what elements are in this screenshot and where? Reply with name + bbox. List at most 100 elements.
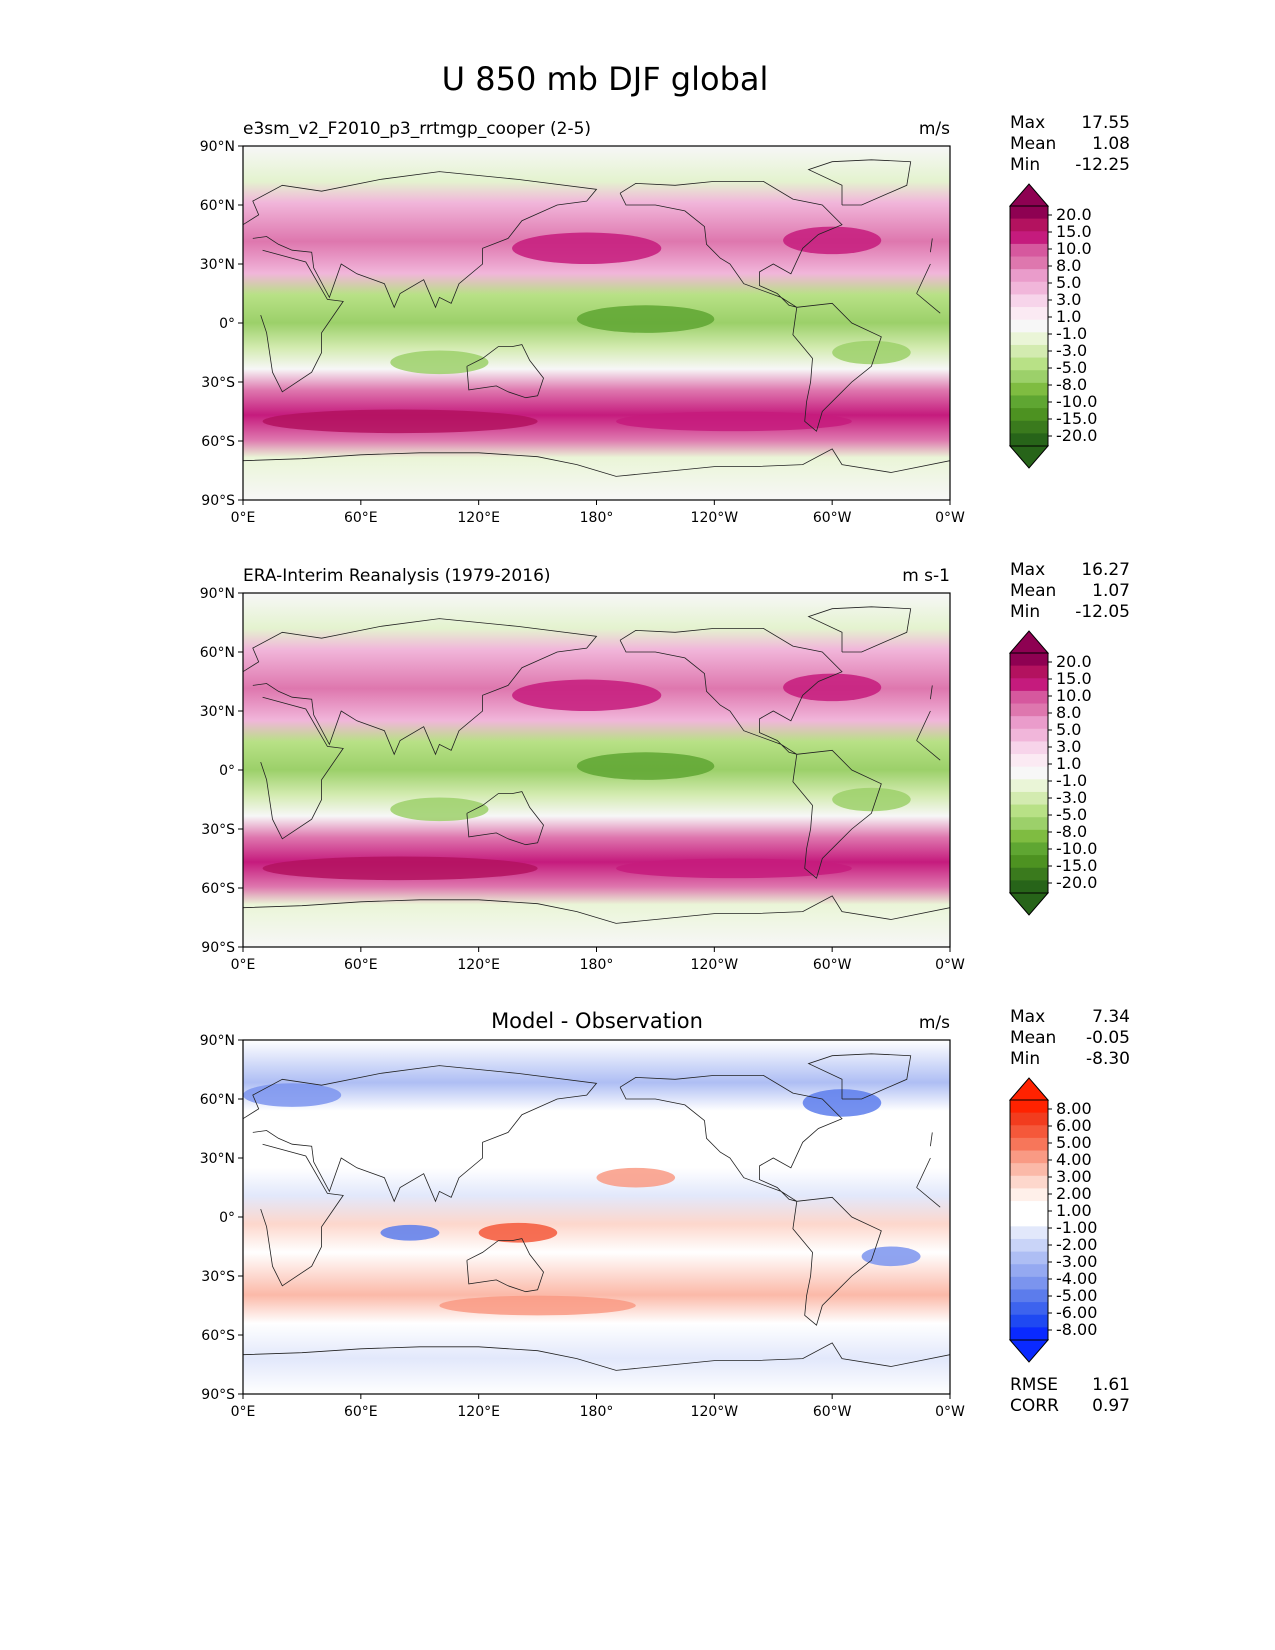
map-features <box>243 606 950 924</box>
colorbar-label: -20.0 <box>1056 426 1097 445</box>
colorbar-bin <box>1010 1276 1048 1290</box>
colorbar-bin <box>1010 653 1048 667</box>
colorbar-bin <box>1010 1163 1048 1177</box>
colorbar-bin <box>1010 206 1048 220</box>
colorbar-bin <box>1010 842 1048 856</box>
lon-tick-label: 0°E <box>231 510 256 526</box>
colorbar-label: -20.0 <box>1056 873 1097 892</box>
colorbar-label: -1.0 <box>1056 771 1087 790</box>
stat-value-mean: 1.08 <box>1092 134 1130 154</box>
colorbar-bin <box>1010 855 1048 869</box>
colorbar-bin <box>1010 256 1048 270</box>
colorbar-bin <box>1010 319 1048 333</box>
colorbar-bin <box>1010 1201 1048 1215</box>
field-anomaly-region <box>616 858 852 879</box>
lat-tick-label: 60°S <box>201 434 235 450</box>
panel-units: m/s <box>919 119 950 139</box>
colorbar-label: -3.0 <box>1056 341 1087 360</box>
coastline <box>792 749 882 879</box>
stat-label-mean: Mean <box>1010 1028 1056 1048</box>
field-anomaly-region <box>390 350 489 375</box>
colorbar-bin <box>1010 1175 1048 1189</box>
colorbar-label: -8.0 <box>1056 822 1087 841</box>
colorbar-bin <box>1010 1100 1048 1114</box>
coastline <box>260 696 941 840</box>
colorbar-bin <box>1010 665 1048 679</box>
lon-tick-label: 60°W <box>813 1404 852 1420</box>
colorbar-label: -8.0 <box>1056 375 1087 394</box>
colorbar-bin <box>1010 1137 1048 1152</box>
colorbar-frame <box>1009 652 1049 894</box>
field-anomaly-region <box>576 305 715 333</box>
colorbar-bin <box>1010 703 1048 717</box>
lat-tick-label: 90°N <box>200 139 235 155</box>
colorbar-bin <box>1010 1238 1048 1253</box>
lon-tick-label: 120°W <box>691 510 739 526</box>
colorbar-label: 2.00 <box>1056 1184 1092 1203</box>
field-anomaly-region <box>596 1167 676 1188</box>
colorbar-bin <box>1010 791 1048 806</box>
field-anomaly-region <box>262 409 538 434</box>
lon-tick-label: 60°E <box>344 957 378 973</box>
lat-tick-label: 0° <box>219 1210 235 1226</box>
coastline <box>466 791 544 846</box>
field-anomaly-region <box>832 787 911 812</box>
colorbar-bin <box>1010 408 1048 422</box>
lat-tick-label: 0° <box>219 763 235 779</box>
lat-tick-label: 90°S <box>201 940 235 956</box>
coastline <box>243 1342 950 1371</box>
coastline <box>792 1196 882 1326</box>
coastline <box>792 302 882 432</box>
lon-tick-label: 60°W <box>813 510 852 526</box>
colorbar-label: 1.0 <box>1056 754 1081 773</box>
field-anomaly-region <box>512 232 662 264</box>
colorbar-label: -15.0 <box>1056 409 1097 428</box>
stat-value-min: -12.25 <box>1075 155 1130 175</box>
map-features <box>243 159 950 477</box>
coastline <box>243 895 950 924</box>
colorbar-bin <box>1010 420 1048 434</box>
coastline <box>807 159 912 206</box>
coastline <box>243 448 950 477</box>
colorbar-extend-min <box>1008 1339 1050 1363</box>
colorbar-label: 6.00 <box>1056 1116 1092 1135</box>
colorbar-bin <box>1010 754 1048 768</box>
colorbar-label: 5.0 <box>1056 720 1081 739</box>
colorbar-bin <box>1010 231 1048 245</box>
colorbar-frame <box>1009 1099 1049 1341</box>
colorbar-extend-max <box>1008 183 1050 207</box>
lon-tick-label: 120°W <box>691 957 739 973</box>
colorbar-label: 1.0 <box>1056 307 1081 326</box>
colorbar-bin <box>1010 294 1048 308</box>
colorbar-label: -5.0 <box>1056 805 1087 824</box>
colorbar-label: -5.0 <box>1056 358 1087 377</box>
lat-tick-label: 30°S <box>201 375 235 391</box>
stat-label-max: Max <box>1010 560 1045 580</box>
field-anomaly-region <box>243 1083 342 1107</box>
colorbar-bin <box>1010 1302 1048 1316</box>
colorbar-bin <box>1010 690 1048 705</box>
colorbar-label: 8.00 <box>1056 1099 1092 1118</box>
panel-1: e3sm_v2_F2010_p3_rrtmgp_cooper (2-5) m/s 9… <box>200 113 1130 526</box>
colorbar-label: 8.0 <box>1056 703 1081 722</box>
coastline <box>466 344 544 399</box>
panel-units: m s-1 <box>902 566 950 586</box>
metric-label-corr: CORR <box>1010 1396 1059 1416</box>
colorbar-label: 15.0 <box>1056 669 1092 688</box>
colorbar-bin <box>1010 243 1048 258</box>
coastline <box>619 1075 843 1202</box>
panel-title: Model - Observation <box>491 1009 703 1033</box>
field-anomaly-region <box>576 752 715 780</box>
lat-tick-label: 90°N <box>200 1033 235 1049</box>
map-features <box>243 1053 950 1371</box>
colorbar-label: -10.0 <box>1056 839 1097 858</box>
colorbar-bin <box>1010 357 1048 371</box>
panel-units: m/s <box>919 1013 950 1033</box>
colorbar-bin <box>1010 1213 1048 1227</box>
colorbar-label: 3.0 <box>1056 737 1081 756</box>
coastline <box>807 1053 912 1100</box>
lat-tick-label: 60°S <box>201 881 235 897</box>
colorbar-label: -8.00 <box>1056 1320 1097 1339</box>
coastline <box>619 181 843 308</box>
